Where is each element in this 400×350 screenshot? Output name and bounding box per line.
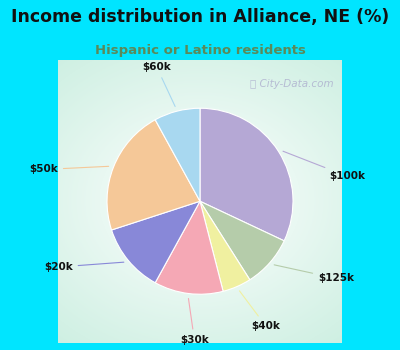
Text: $125k: $125k [274, 265, 354, 284]
Wedge shape [107, 120, 200, 230]
Wedge shape [200, 108, 293, 241]
Text: Hispanic or Latino residents: Hispanic or Latino residents [94, 44, 306, 57]
Wedge shape [155, 201, 223, 294]
Wedge shape [155, 108, 200, 201]
Wedge shape [112, 201, 200, 283]
Text: Income distribution in Alliance, NE (%): Income distribution in Alliance, NE (%) [11, 8, 389, 26]
Text: $20k: $20k [44, 262, 124, 272]
Text: $50k: $50k [29, 164, 109, 175]
Text: $100k: $100k [283, 151, 366, 181]
Wedge shape [200, 201, 250, 291]
Text: $60k: $60k [142, 62, 175, 106]
Wedge shape [200, 201, 284, 280]
Text: ⓘ City-Data.com: ⓘ City-Data.com [250, 79, 333, 89]
Text: $40k: $40k [240, 291, 280, 331]
Text: $30k: $30k [180, 299, 209, 345]
